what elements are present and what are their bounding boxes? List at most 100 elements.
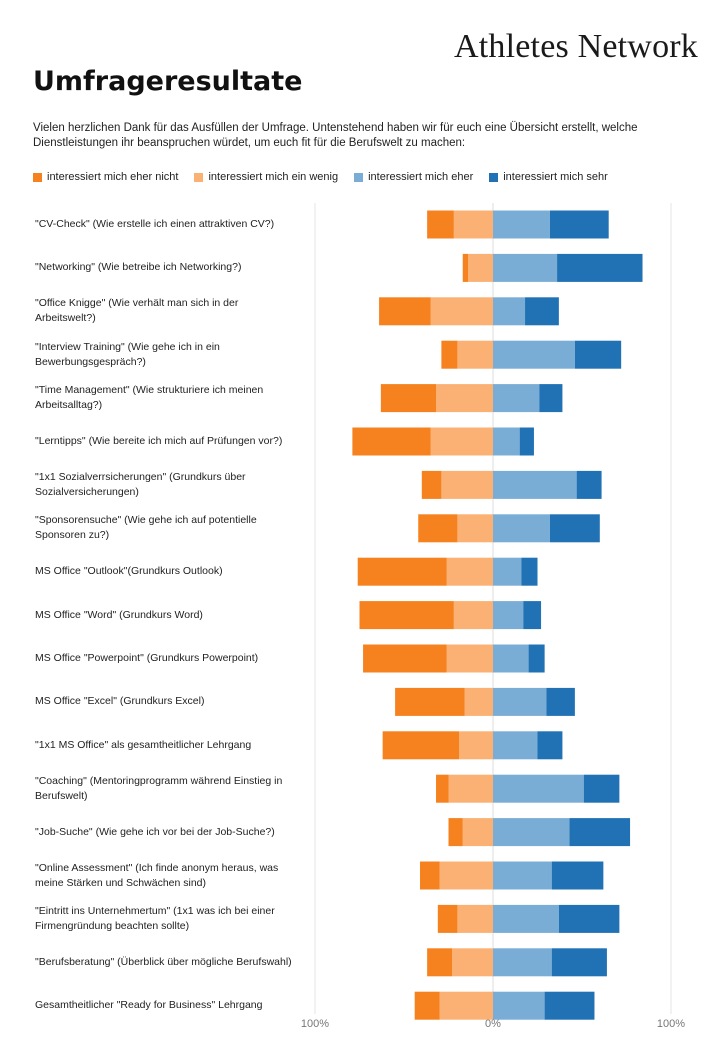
legend-swatch	[33, 172, 42, 182]
bar-segment-sehr	[576, 470, 602, 499]
category-label: "Lerntipps" (Wie bereite ich mich auf Pr…	[35, 435, 283, 447]
bar-segment-sehr	[537, 731, 563, 760]
bar-segment-eher	[493, 731, 538, 760]
bar-segment-sehr	[525, 297, 559, 326]
legend-item-eher: interessiert mich eher	[354, 171, 473, 183]
bar-segment-sehr	[544, 991, 595, 1020]
bar-segment-eher-nicht	[448, 818, 463, 847]
category-label: Gesamtheitlicher "Ready for Business" Le…	[35, 999, 263, 1012]
bar-segment-sehr	[539, 384, 563, 413]
category-label: "Coaching" (Mentoringprogramm während Ei…	[35, 774, 283, 802]
bar-segment-ein-wenig	[436, 384, 493, 413]
category-label: "Office Knigge" (Wie verhält man sich in…	[35, 297, 239, 325]
bar-segment-ein-wenig	[453, 601, 493, 630]
bar-segment-ein-wenig	[453, 210, 493, 239]
legend-label: interessiert mich eher nicht	[47, 171, 179, 183]
bar-segment-eher-nicht	[395, 687, 465, 716]
intro-text: Vielen herzlichen Dank für das Ausfüllen…	[33, 122, 638, 149]
bar-segment-eher-nicht	[441, 340, 458, 369]
bar-segment-sehr	[551, 948, 607, 977]
bar-segment-eher-nicht	[363, 644, 447, 673]
bar-segment-eher	[493, 861, 552, 890]
bar-segment-sehr	[546, 687, 575, 716]
bar-segment-eher	[493, 601, 524, 630]
bar-segment-ein-wenig	[462, 818, 493, 847]
bar-segment-ein-wenig	[439, 991, 493, 1020]
bar-segment-ein-wenig	[457, 514, 493, 543]
bar-segment-ein-wenig	[448, 774, 493, 803]
bar-segment-eher-nicht	[421, 470, 442, 499]
legend-swatch	[489, 172, 499, 182]
bar-segment-eher-nicht	[380, 384, 437, 413]
bar-segment-sehr	[569, 818, 631, 847]
bar-segment-eher	[493, 470, 577, 499]
category-label: MS Office "Outlook"(Grundkurs Outlook)	[35, 565, 223, 578]
bar-segment-eher	[493, 297, 526, 326]
legend-label: interessiert mich eher	[368, 171, 474, 183]
bar-segment-eher	[493, 557, 522, 586]
bar-segment-eher-nicht	[352, 427, 431, 456]
category-label: "Job-Suche" (Wie gehe ich vor bei der Jo…	[35, 825, 275, 838]
bar-segment-sehr	[558, 904, 620, 933]
bar-segment-eher	[493, 427, 520, 456]
bar-segment-eher-nicht	[462, 253, 469, 282]
bar-segment-eher-nicht	[437, 904, 458, 933]
bar-segment-sehr	[523, 601, 542, 630]
legend-item-sehr: interessiert mich sehr	[489, 171, 608, 183]
category-label: "1x1 Sozialverrsicherungen" (Grundkurs ü…	[35, 470, 246, 498]
legend-swatch	[194, 172, 204, 182]
bar-segment-eher-nicht	[420, 861, 440, 890]
bar-segment-sehr	[528, 644, 545, 673]
bar-segment-eher	[493, 991, 545, 1020]
bar-segment-eher-nicht	[379, 297, 431, 326]
category-label: "CV-Check" (Wie erstelle ich einen attra…	[35, 218, 275, 230]
chart-legend: interessiert mich eher nicht interessier…	[33, 171, 608, 183]
category-label: MS Office "Excel" (Grundkurs Excel)	[35, 695, 205, 708]
bar-segment-eher	[493, 687, 547, 716]
bar-segment-eher-nicht	[418, 514, 458, 543]
bar-segment-ein-wenig	[468, 253, 493, 282]
bar-segment-eher	[493, 210, 550, 239]
bar-segment-ein-wenig	[430, 297, 493, 326]
category-label: "Interview Training" (Wie gehe ich in ei…	[35, 340, 220, 368]
bar-segment-sehr	[519, 427, 534, 456]
category-label: "1x1 MS Office" als gesamtheitlicher Leh…	[35, 738, 252, 751]
category-label: "Networking" (Wie betreibe ich Networkin…	[35, 261, 242, 274]
bar-segment-ein-wenig	[464, 687, 493, 716]
bar-segment-eher	[493, 774, 584, 803]
x-tick-label: 100%	[657, 1018, 685, 1030]
bar-segment-ein-wenig	[459, 731, 493, 760]
bar-segment-eher-nicht	[414, 991, 440, 1020]
legend-label: interessiert mich sehr	[503, 171, 608, 183]
bar-segment-eher-nicht	[427, 948, 453, 977]
legend-item-ein-wenig: interessiert mich ein wenig	[194, 171, 338, 183]
bar-segment-ein-wenig	[452, 948, 493, 977]
bar-segment-eher-nicht	[359, 601, 454, 630]
bar-segment-eher	[493, 514, 550, 543]
bar-segment-eher	[493, 644, 529, 673]
bar-segment-eher	[493, 253, 558, 282]
category-label: MS Office "Powerpoint" (Grundkurs Powerp…	[35, 652, 259, 664]
bar-segment-sehr	[521, 557, 538, 586]
category-label: MS Office "Word" (Grundkurs Word)	[35, 608, 203, 621]
legend-item-eher-nicht: interessiert mich eher nicht	[33, 171, 178, 183]
bar-segment-eher	[493, 384, 540, 413]
bar-segment-sehr	[583, 774, 620, 803]
category-label: "Online Assessment" (Ich finde anonym he…	[35, 861, 279, 889]
x-tick-label: 100%	[301, 1018, 329, 1030]
category-label: "Eintritt ins Unternehmertum" (1x1 was i…	[35, 904, 275, 932]
bar-segment-eher-nicht	[357, 557, 447, 586]
category-label: "Sponsorensuche" (Wie gehe ich auf poten…	[35, 514, 257, 542]
bar-segment-ein-wenig	[457, 340, 493, 369]
page-title: Umfrageresultate	[33, 66, 303, 97]
bar-segment-eher	[493, 340, 575, 369]
bar-segment-eher-nicht	[436, 774, 449, 803]
bar-segment-ein-wenig	[441, 470, 493, 499]
brand-logo: Athletes Network	[454, 28, 698, 65]
bar-segment-ein-wenig	[457, 904, 493, 933]
bar-segment-ein-wenig	[430, 427, 493, 456]
bar-segment-ein-wenig	[446, 644, 493, 673]
bar-segment-sehr	[551, 861, 604, 890]
x-tick-label: 0%	[485, 1018, 501, 1030]
